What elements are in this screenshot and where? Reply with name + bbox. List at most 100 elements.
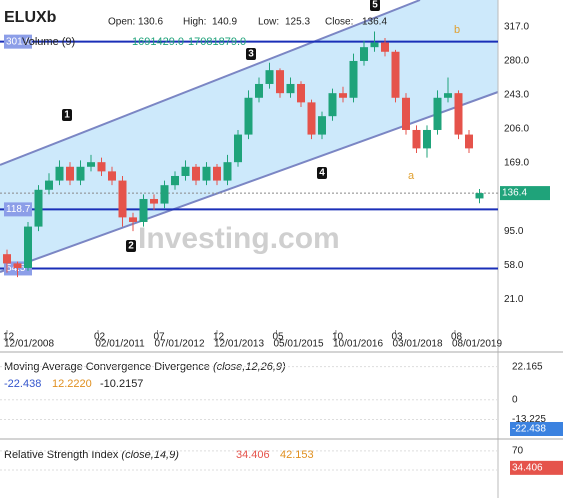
channel-line (0, 91, 499, 273)
chart-title: ELUXb (4, 9, 57, 26)
indicator-value: 42.153 (280, 449, 314, 461)
last-value-label-bg (510, 460, 563, 475)
candle-body (475, 193, 484, 199)
level-label: 118.7 (6, 204, 31, 215)
wave-label: 3 (248, 49, 254, 60)
candle-body (55, 166, 64, 181)
level-label: 301.0 (6, 36, 31, 47)
candle-body (223, 162, 232, 181)
x-tick-label: 03 (392, 332, 404, 343)
volume-label: Volume (9) (22, 36, 75, 48)
level-label-bg (4, 202, 32, 217)
candle-body (339, 93, 347, 98)
y-tick-label: 206.0 (504, 124, 529, 135)
y-tick-label: 58.0 (504, 260, 524, 271)
candle-body (118, 180, 127, 218)
candle-body (244, 97, 253, 135)
x-tick-label: 07 (154, 332, 166, 343)
candle-body (160, 185, 169, 204)
volume-value: 1691429.0 (132, 36, 184, 48)
candle-body (97, 162, 106, 172)
title: Relative Strength Index (4, 449, 119, 461)
y-tick-label: 95.0 (504, 226, 524, 237)
candle-body (412, 129, 421, 149)
last-price-label-bg (500, 186, 550, 201)
y-tick-label: 317.0 (504, 22, 529, 33)
candle-body (265, 70, 274, 84)
x-tick-date: 12/01/2013 (214, 339, 264, 350)
x-tick-date: 08/01/2019 (452, 339, 502, 350)
header-open-label: Open: (108, 17, 135, 28)
candle-body (181, 166, 190, 176)
candle-body (34, 189, 43, 227)
candle-body (76, 166, 85, 181)
wave-label: 5 (372, 0, 378, 11)
candle-body (381, 42, 389, 52)
indicator-value: 12.2220 (52, 378, 92, 390)
header-close: 136.4 (362, 17, 387, 28)
candle-body (370, 42, 379, 48)
candle-body (360, 47, 368, 61)
level-label: 54.5 (6, 263, 26, 274)
y-tick-label: 243.0 (504, 90, 529, 101)
indicator-value: -22.438 (4, 378, 41, 390)
wave-label: b (454, 24, 460, 36)
y-tick-label: 0 (512, 394, 518, 405)
level-label-bg (4, 34, 32, 49)
indicator-value: 34.406 (236, 449, 270, 461)
candle-body (318, 116, 326, 135)
candle-body (255, 83, 263, 98)
candle-body (24, 226, 32, 268)
candle-body (402, 97, 410, 130)
title: Moving Average Convergence Divergence (4, 361, 210, 373)
last-value-label: -22.438 (512, 424, 546, 435)
indicator-value: -10.2157 (100, 378, 143, 390)
x-tick-label: 02 (94, 332, 106, 343)
header-open: 130.6 (138, 17, 163, 28)
candle-body (349, 60, 358, 98)
volume-value: 17081879.0 (188, 36, 246, 48)
candle-body (45, 180, 53, 190)
candle-body (307, 102, 316, 135)
x-tick-date: 10/01/2016 (333, 339, 383, 350)
y-tick-label: 22.165 (512, 361, 543, 372)
x-tick-date: 12/01/2008 (4, 339, 54, 350)
x-tick-label: 12 (213, 332, 225, 343)
candle-body (444, 93, 452, 98)
x-tick-date: 07/01/2012 (154, 339, 204, 350)
x-tick-label: 05 (273, 332, 285, 343)
candle-body (465, 134, 473, 149)
wave-label: 1 (64, 110, 70, 121)
candle-body (66, 166, 74, 181)
candle-body (297, 83, 305, 103)
header-high-label: High: (183, 17, 206, 28)
y-tick-label: 280.0 (504, 56, 529, 67)
wave-label: 4 (319, 168, 325, 179)
last-value-label-bg (510, 422, 563, 436)
wave-badge (62, 109, 72, 121)
candle-body (276, 70, 284, 94)
x-tick-label: 12 (3, 332, 15, 343)
y-tick-label: 21.0 (504, 294, 524, 305)
x-tick-label: 08 (451, 332, 463, 343)
y-tick-label: -13.225 (512, 414, 546, 425)
candle-body (129, 217, 137, 222)
wave-label: a (408, 170, 415, 182)
candle-body (150, 198, 158, 204)
candle-body (192, 166, 200, 181)
wave-badge (317, 167, 327, 179)
candle-body (87, 162, 95, 167)
wave-badge (370, 0, 380, 11)
candle-body (213, 166, 221, 181)
candle-body (423, 129, 431, 149)
x-tick-label: 10 (332, 332, 344, 343)
candle-body (328, 93, 337, 117)
candle-body (202, 166, 211, 181)
candle-body (3, 254, 11, 264)
wave-badge (246, 48, 256, 60)
candle-body (108, 171, 116, 181)
channel-line (0, 0, 421, 166)
x-tick-date: 03/01/2018 (392, 339, 442, 350)
candle-body (286, 83, 295, 94)
candle-body (234, 134, 242, 163)
